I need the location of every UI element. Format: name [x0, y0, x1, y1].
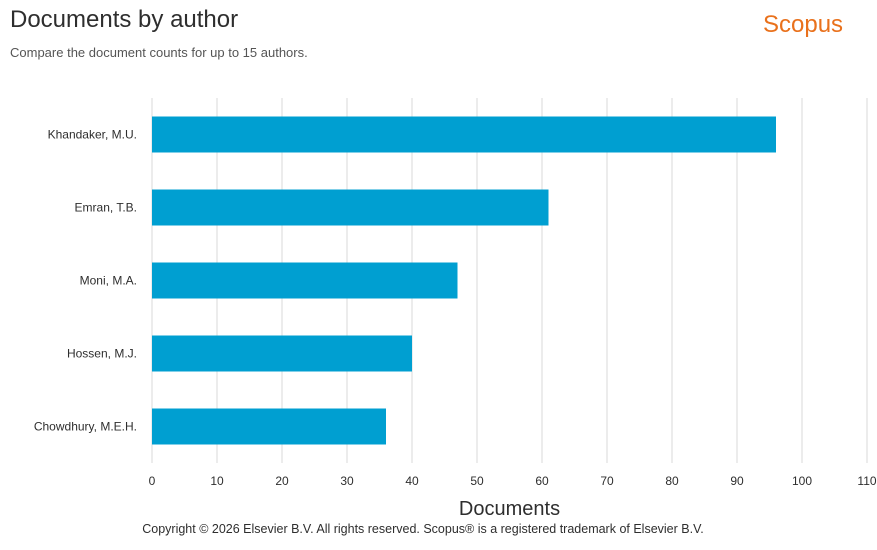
copyright-notice: Copyright © 2026 Elsevier B.V. All right…	[142, 522, 704, 536]
x-tick-label: 70	[600, 474, 614, 488]
scopus-logo[interactable]: Scopus	[763, 11, 844, 38]
x-tick-label: 90	[730, 474, 744, 488]
x-tick-label: 110	[857, 474, 876, 488]
category-label: Emran, T.B.	[75, 201, 137, 215]
category-label: Moni, M.A.	[80, 274, 137, 288]
x-tick-labels: 0 10 20 30 40 50 60 70 80 90 100 110	[149, 474, 877, 488]
bars	[152, 116, 776, 445]
bar[interactable]	[152, 335, 412, 372]
x-axis-title: Documents	[459, 498, 560, 520]
x-tick-label: 0	[149, 474, 156, 488]
bar[interactable]	[152, 116, 776, 153]
x-tick-label: 20	[275, 474, 289, 488]
x-tick-label: 60	[535, 474, 549, 488]
category-label: Chowdhury, M.E.H.	[34, 420, 137, 434]
bar[interactable]	[152, 262, 458, 299]
bar[interactable]	[152, 189, 549, 226]
x-tick-label: 80	[665, 474, 679, 488]
x-tick-label: 30	[340, 474, 354, 488]
category-label: Hossen, M.J.	[67, 347, 137, 361]
page-subtitle: Compare the document counts for up to 15…	[10, 45, 308, 60]
category-label: Khandaker, M.U.	[48, 128, 137, 142]
x-tick-label: 10	[210, 474, 224, 488]
bar[interactable]	[152, 408, 386, 445]
x-tick-label: 40	[405, 474, 419, 488]
page-title: Documents by author	[10, 6, 239, 33]
category-labels: Khandaker, M.U. Emran, T.B. Moni, M.A. Hoss…	[34, 128, 137, 434]
x-tick-label: 50	[470, 474, 484, 488]
x-tick-label: 100	[792, 474, 812, 488]
